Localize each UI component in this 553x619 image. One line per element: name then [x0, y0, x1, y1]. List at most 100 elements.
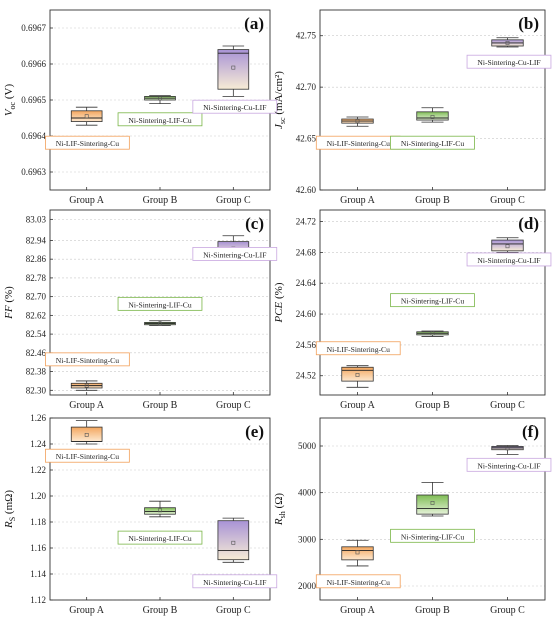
- mean-marker: [505, 446, 510, 451]
- y-tick-label: 0.6963: [21, 167, 46, 177]
- mean-marker: [430, 501, 435, 505]
- group-tag-label: Ni-LIF-Sintering-Cu: [327, 345, 390, 354]
- y-tick-label: 3000: [298, 534, 317, 544]
- y-tick-label: 5000: [298, 441, 317, 451]
- box-iqr: [217, 520, 250, 561]
- y-tick-label: 82.86: [26, 254, 47, 264]
- group-tag-label: Ni-Sintering-LIF-Cu: [401, 297, 464, 306]
- box-iqr: [491, 239, 524, 252]
- box-group-b: [416, 330, 449, 337]
- y-tick-label: 1.22: [30, 465, 46, 475]
- y-tick-label: 0.6967: [21, 23, 46, 33]
- y-tick-label: 42.75: [296, 31, 317, 41]
- mean-marker: [355, 373, 360, 377]
- y-tick-label: 1.24: [30, 439, 46, 449]
- group-tag-box: [45, 448, 130, 463]
- box-group-a: [70, 380, 103, 391]
- group-tag-label: Ni-Sintering-Cu-LIF: [203, 250, 266, 259]
- y-axis-label-unit: (mA/cm²): [273, 71, 285, 118]
- x-tick-label: Group B: [143, 400, 178, 411]
- mean-marker: [84, 114, 89, 119]
- x-tick-label: Group A: [69, 195, 105, 206]
- y-axis-label-main: FF: [3, 305, 15, 320]
- mean-marker: [505, 41, 510, 45]
- group-tag-box: [390, 528, 475, 543]
- x-tick-label: Group C: [216, 605, 251, 616]
- group-tag-box: [117, 530, 203, 545]
- mean-marker: [158, 508, 162, 513]
- x-tick-label: Group C: [490, 400, 525, 411]
- y-tick-label: 2000: [298, 581, 317, 591]
- y-axis-label-sub: sc: [278, 117, 287, 124]
- y-axis-label-unit: (%): [3, 286, 15, 306]
- box-group-c: [491, 37, 524, 48]
- group-tag-label: Ni-LIF-Sintering-Cu: [327, 139, 390, 148]
- x-tick-label: Group C: [490, 605, 525, 616]
- box-group-a: [70, 106, 103, 126]
- y-tick-label: 24.72: [296, 217, 316, 227]
- y-axis-label-main: R: [3, 521, 15, 529]
- y-tick-label: 1.12: [30, 595, 46, 605]
- y-tick-label: 1.16: [30, 543, 46, 553]
- group-tag-label: Ni-Sintering-LIF-Cu: [128, 300, 191, 309]
- box-group-c: [217, 45, 250, 97]
- group-tag-box: [390, 293, 475, 308]
- box-group-c: [491, 445, 524, 455]
- box-iqr: [144, 507, 176, 515]
- box-group-b: [144, 500, 176, 518]
- panel-label: (e): [245, 422, 264, 441]
- group-tag-box: [466, 54, 552, 69]
- mean-marker: [158, 321, 162, 326]
- mean-marker: [231, 65, 236, 70]
- x-tick-label: Group A: [69, 605, 105, 616]
- y-tick-label: 82.54: [26, 329, 47, 339]
- group-tag-label: Ni-Sintering-Cu-LIF: [477, 58, 540, 67]
- group-tag-label: Ni-Sintering-Cu-LIF: [203, 578, 266, 587]
- plot-frame: [319, 9, 546, 191]
- y-tick-label: 0.6964: [21, 131, 46, 141]
- y-tick-label: 0.6966: [21, 59, 46, 69]
- panel-b: 42.60 42.65 42.70 42.75 (b) Jsc (mA/cm²) Group…: [273, 9, 552, 206]
- group-tag-label: Ni-Sintering-Cu-LIF: [203, 103, 266, 112]
- group-tag-label: Ni-Sintering-LIF-Cu: [401, 139, 464, 148]
- group-tag-label: Ni-Sintering-Cu-LIF: [477, 461, 540, 470]
- box-group-c: [217, 517, 250, 563]
- y-tick-label: 24.60: [296, 309, 317, 319]
- panel-c: 82.30 82.38 82.46 82.54 82.62 82.70 82.78 82.86…: [3, 209, 278, 411]
- mean-marker: [355, 119, 360, 123]
- mean-marker: [355, 550, 360, 555]
- y-tick-label: 24.56: [296, 340, 317, 350]
- box-group-a: [341, 116, 374, 127]
- group-tag-label: Ni-Sintering-LIF-Cu: [401, 532, 464, 541]
- y-tick-label: 82.70: [26, 292, 47, 302]
- panel-label: (d): [518, 214, 539, 233]
- y-axis-label-sub: S: [8, 517, 17, 521]
- y-axis-label-main: V: [3, 108, 15, 116]
- y-axis-label: Jsc (mA/cm²): [273, 71, 287, 129]
- mean-marker: [430, 331, 435, 336]
- panel-f: 2000 3000 4000 5000 (f) Rsh (Ω) Group A Group B…: [273, 417, 552, 616]
- mean-marker: [84, 383, 89, 388]
- y-tick-label: 0.6965: [21, 95, 46, 105]
- y-tick-label: 4000: [298, 488, 317, 498]
- mean-marker: [158, 96, 162, 101]
- y-axis-label: Voc (V): [3, 84, 17, 117]
- x-tick-label: Group B: [415, 605, 450, 616]
- box-iqr: [416, 111, 449, 121]
- group-tag-label: Ni-LIF-Sintering-Cu: [327, 578, 390, 587]
- group-tag-label: Ni-Sintering-Cu-LIF: [477, 256, 540, 265]
- x-tick-label: Group B: [143, 605, 178, 616]
- box-group-b: [416, 107, 449, 123]
- panel-e: 1.12 1.14 1.16 1.18 1.20 1.22 1.24 1.26 (e) RS (m…: [3, 413, 278, 616]
- panel-label: (b): [518, 14, 539, 33]
- x-tick-label: Group B: [415, 400, 450, 411]
- group-tag-box: [117, 112, 203, 127]
- y-tick-label: 83.03: [26, 214, 47, 224]
- y-axis-label: RS (mΩ): [3, 490, 17, 529]
- box-iqr: [341, 366, 374, 382]
- y-tick-label: 24.64: [296, 278, 317, 288]
- mean-marker: [505, 244, 510, 249]
- y-axis-label-main: PCE: [273, 301, 285, 323]
- group-tag-box: [45, 135, 130, 150]
